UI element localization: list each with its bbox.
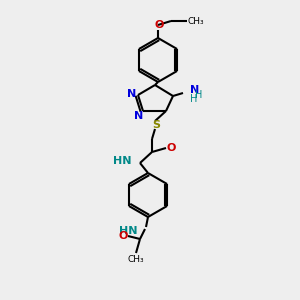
Text: H: H [195,90,202,100]
Text: O: O [118,231,128,241]
Text: CH₃: CH₃ [128,254,144,263]
Text: O: O [154,20,164,30]
Text: O: O [166,143,176,153]
Text: N: N [128,89,136,99]
Text: S: S [152,120,160,130]
Text: HN: HN [113,156,132,166]
Text: N: N [190,85,199,95]
Text: H: H [190,94,197,104]
Text: N: N [134,111,144,121]
Text: HN: HN [119,226,138,236]
Text: CH₃: CH₃ [188,16,204,26]
